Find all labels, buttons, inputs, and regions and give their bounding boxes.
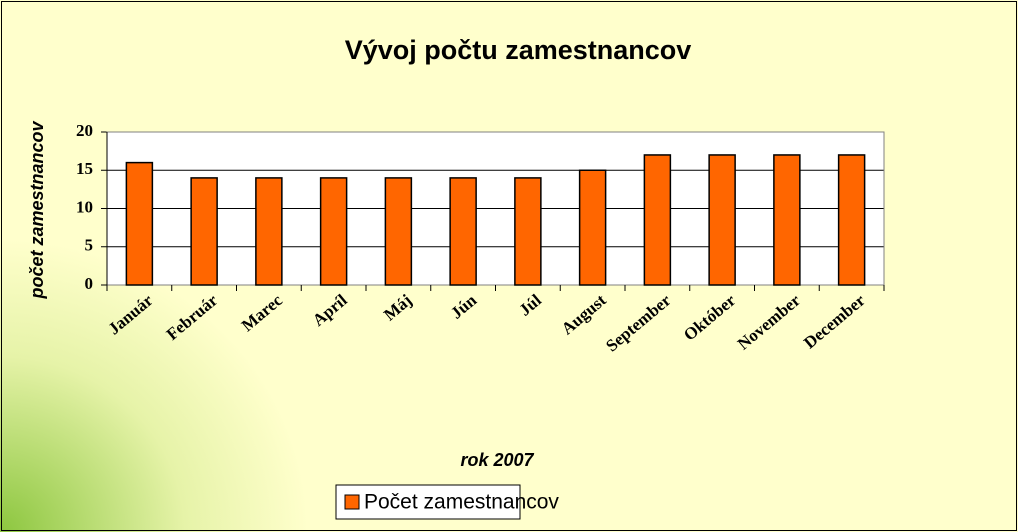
- legend-label: Počet zamestnancov: [364, 491, 559, 514]
- bar: [190, 177, 218, 286]
- y-tick-label: 10: [76, 197, 93, 216]
- y-tick-label: 0: [85, 274, 94, 293]
- bar: [384, 177, 413, 286]
- bar: [319, 177, 348, 286]
- bar: [449, 177, 477, 286]
- bar: [578, 169, 607, 286]
- chart-title: Vývoj počtu zamestnancov: [345, 35, 692, 65]
- bar: [514, 177, 542, 286]
- legend-swatch: [344, 494, 360, 510]
- bar: [837, 154, 866, 286]
- bar: [643, 154, 672, 286]
- y-tick-label: 5: [85, 236, 94, 255]
- bar: [773, 154, 801, 286]
- bar: [255, 177, 283, 286]
- bar: [125, 161, 154, 286]
- legend: Počet zamestnancov: [335, 484, 559, 520]
- y-tick-label: 20: [76, 121, 93, 140]
- y-axis-label: počet zamestnancov: [27, 120, 47, 299]
- bar: [708, 154, 736, 286]
- y-tick-label: 15: [76, 159, 93, 178]
- x-axis-label: rok 2007: [460, 450, 534, 470]
- legend-box: [335, 484, 521, 520]
